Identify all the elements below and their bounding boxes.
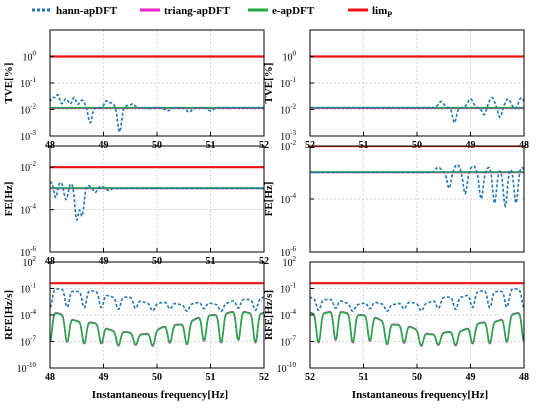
x-tick-label: 51 — [206, 372, 216, 383]
y-tick-exponent: -3 — [30, 129, 36, 137]
y-tick-exponent: -1 — [30, 76, 36, 84]
y-tick-exponent: -10 — [27, 361, 37, 369]
x-tick-label: 49 — [99, 372, 109, 383]
series-line-e-apDFT — [310, 311, 524, 347]
series-line-hann-apDFT — [310, 163, 524, 209]
y-tick-label: 102 — [283, 255, 297, 269]
y-tick-exponent: -6 — [30, 245, 36, 253]
y-axis-label: RFE[Hz/s] — [263, 290, 275, 340]
y-tick-label: 102 — [23, 255, 37, 269]
y-tick-exponent: -6 — [290, 245, 296, 253]
series-line-hann-apDFT — [310, 288, 524, 313]
y-tick-label: 10-7 — [280, 335, 296, 349]
panel-top-right: 10-310-210-11005251504948TVE[%] — [263, 29, 529, 151]
y-tick-exponent: -2 — [30, 103, 36, 111]
y-tick-label: 10-10 — [277, 361, 297, 375]
panel-bottom-right: 10-10 10-7 10-4 10-1 102 52 51 50 49 48 RFE[Hz/s] — [263, 255, 529, 383]
plot-area — [310, 146, 524, 209]
y-tick-label: 10-1 — [20, 282, 36, 296]
y-tick-label: 10-7 — [20, 335, 36, 349]
y-tick-exponent: -1 — [30, 282, 36, 290]
y-tick-label: 10-4 — [280, 308, 296, 322]
y-tick-label: 10-2 — [20, 160, 36, 174]
y-tick-exponent: -1 — [290, 76, 296, 84]
y-tick-exponent: 0 — [33, 50, 37, 58]
plot-area — [50, 282, 264, 347]
x-tick-label: 48 — [519, 372, 529, 383]
legend-label-subscript: P — [387, 10, 392, 19]
y-tick-exponent: -4 — [30, 203, 36, 211]
series-line-hann-apDFT — [310, 96, 524, 124]
legend-label-e-apDFT: e-apDFT — [272, 5, 315, 17]
y-axis-label: FE[Hz] — [3, 182, 15, 217]
series-line-hann-apDFT — [50, 288, 264, 313]
y-axis-label: FE[Hz] — [263, 182, 275, 217]
plot-area — [310, 282, 524, 347]
x-axis-label-left: Instantaneous frequency[Hz] — [92, 389, 228, 401]
panel-mid-left: 10-610-410-24849505152FE[Hz] — [3, 145, 269, 267]
panel-mid-right: 10-610-410-2FE[Hz] — [263, 139, 525, 259]
y-tick-exponent: -4 — [290, 192, 296, 200]
y-tick-exponent: 2 — [293, 255, 297, 263]
y-tick-exponent: -10 — [287, 361, 297, 369]
y-axis-label: RFE[Hz/s] — [3, 290, 15, 340]
y-tick-exponent: -4 — [30, 308, 36, 316]
y-axis-label: TVE[%] — [3, 63, 15, 104]
x-tick-label: 51 — [359, 372, 369, 383]
y-tick-exponent: -4 — [290, 308, 296, 316]
x-tick-label: 52 — [305, 372, 315, 383]
series-line-hann-apDFT — [50, 93, 264, 134]
y-tick-exponent: -2 — [290, 139, 296, 147]
y-tick-label: 10-4 — [280, 192, 296, 206]
y-tick-exponent: -7 — [290, 335, 296, 343]
y-tick-exponent: -7 — [30, 335, 36, 343]
legend: hann-apDFT triang-apDFT e-apDFT limP — [32, 5, 392, 19]
y-tick-label: 100 — [283, 50, 297, 64]
legend-label-hann-apDFT: hann-apDFT — [56, 5, 118, 17]
y-tick-exponent: -1 — [290, 282, 296, 290]
y-tick-label: 10-4 — [20, 308, 36, 322]
x-tick-label: 50 — [412, 372, 422, 383]
x-tick-label: 48 — [45, 372, 55, 383]
series-line-e-apDFT — [50, 311, 264, 347]
legend-label-triang-apDFT: triang-apDFT — [164, 5, 231, 17]
y-tick-exponent: 2 — [33, 255, 37, 263]
series-line-triang-apDFT — [310, 310, 524, 347]
y-tick-exponent: 0 — [293, 50, 297, 58]
y-tick-label: 10-1 — [280, 282, 296, 296]
panel-bottom-left: 10-10 10-7 10-4 10-1 102 48 49 50 51 52 RFE[Hz/s] — [3, 255, 269, 383]
x-axis-label-right: Instantaneous frequency[Hz] — [352, 389, 488, 401]
y-tick-label: 10-1 — [280, 76, 296, 90]
plot-area — [310, 55, 524, 124]
y-tick-label: 10-2 — [280, 139, 296, 153]
x-tick-label: 52 — [259, 372, 269, 383]
y-tick-exponent: -2 — [30, 160, 36, 168]
y-tick-label: 10-2 — [20, 103, 36, 117]
y-tick-label: 10-3 — [20, 129, 36, 143]
y-tick-label: 10-4 — [20, 203, 36, 217]
x-tick-label: 50 — [152, 372, 162, 383]
x-tick-label: 49 — [466, 372, 476, 383]
plot-area — [50, 55, 264, 134]
series-line-hann-apDFT — [50, 181, 264, 222]
y-axis-label: TVE[%] — [263, 63, 275, 104]
y-tick-label: 100 — [23, 50, 37, 64]
plot-area — [50, 166, 264, 222]
y-tick-exponent: -2 — [290, 103, 296, 111]
y-tick-label: 10-1 — [20, 76, 36, 90]
legend-label-lim: limP — [372, 5, 392, 19]
y-tick-label: 10-2 — [280, 103, 296, 117]
series-line-triang-apDFT — [50, 310, 264, 347]
y-tick-exponent: -3 — [290, 129, 296, 137]
y-tick-label: 10-10 — [17, 361, 37, 375]
